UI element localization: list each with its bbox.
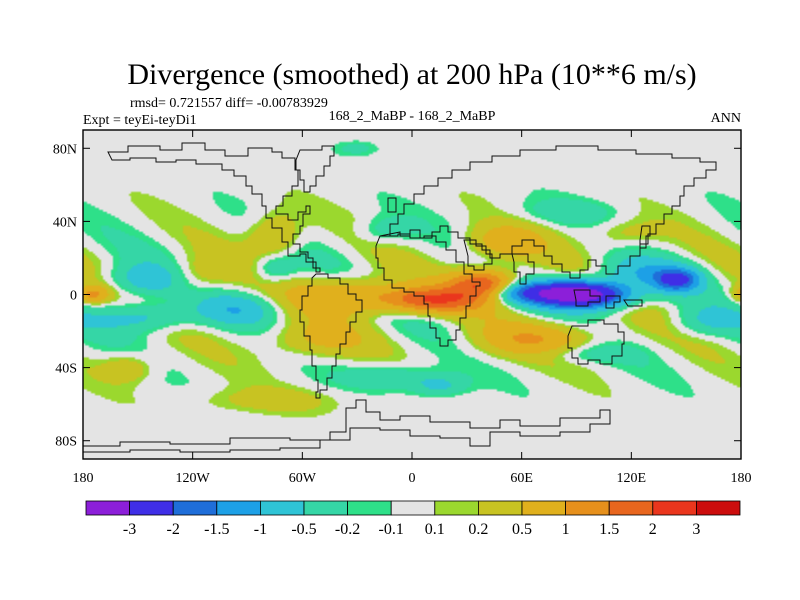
colorbar-label-12: 2: [649, 521, 657, 538]
colorbar-box-10: [521, 500, 566, 516]
coastline-north-america: [107, 142, 321, 273]
season-label: ANN: [711, 111, 741, 126]
colorbar-box-3: [216, 500, 261, 516]
colorbar-label-8: 0.2: [468, 521, 488, 538]
coastline-africa: [375, 233, 481, 347]
colorbar-box-13: [652, 500, 697, 516]
coastline-south-america: [299, 273, 363, 399]
x-tick-label-5: 120E: [617, 471, 647, 486]
chart-title: Divergence (smoothed) at 200 hPa (10**6 …: [127, 58, 696, 91]
x-tick-label-1: 120W: [176, 471, 211, 486]
coastline-overlay: [83, 142, 717, 453]
colorbar-label-13: 3: [692, 521, 700, 538]
coastline-greenland: [295, 145, 335, 193]
colorbar-label-7: 0.1: [425, 521, 445, 538]
y-tick-label-4: 80S: [55, 435, 77, 450]
colorbar-label-1: -2: [167, 521, 180, 538]
y-tick-label-3: 40S: [55, 362, 77, 377]
colorbar-box-11: [565, 500, 610, 516]
coastline-indonesia: [573, 289, 643, 309]
colorbar-box-5: [303, 500, 348, 516]
colorbar-box-4: [259, 500, 305, 516]
colorbar-box-6: [347, 500, 392, 516]
coastline-australia: [567, 319, 625, 365]
colorbar-label-3: -1: [254, 521, 267, 538]
colorbar: -3 -2 -1.5 -1 -0.5 -0.2 -0.1 0.1 0.2 0.5 1 1.5 2 3: [85, 500, 741, 538]
colorbar-label-6: -0.1: [379, 521, 404, 538]
stats-label: rmsd= 0.721557 diff= -0.00783929: [130, 96, 328, 111]
coastline-antarctica: [83, 399, 611, 453]
x-tick-label-4: 60E: [510, 471, 533, 486]
colorbar-label-10: 1: [562, 521, 570, 538]
colorbar-label-9: 0.5: [512, 521, 532, 538]
colorbar-label-5: -0.2: [335, 521, 360, 538]
x-tick-label-2: 60W: [289, 471, 317, 486]
colorbar-box-1: [129, 500, 174, 516]
colorbar-label-4: -0.5: [291, 521, 316, 538]
colorbar-box-7: [390, 500, 436, 516]
colorbar-label-2: -1.5: [204, 521, 229, 538]
colorbar-box-8: [434, 500, 479, 516]
coastline-arabia: [463, 239, 493, 271]
colorbar-box-9: [477, 500, 523, 516]
colorbar-label-11: 1.5: [599, 521, 619, 538]
x-tick-label-6: 180: [731, 471, 752, 486]
y-tick-label-0: 80N: [53, 142, 77, 157]
colorbar-box-0: [85, 500, 130, 516]
y-axis: 80N 40N 0 40S 80S: [53, 142, 741, 450]
y-tick-label-1: 40N: [53, 215, 77, 230]
coastline-uk: [387, 197, 397, 213]
coastline-india: [511, 253, 535, 285]
colorbar-box-14: [696, 500, 741, 516]
colorbar-label-0: -3: [123, 521, 136, 538]
coastline-japan: [639, 225, 651, 249]
colorbar-box-12: [608, 500, 654, 516]
experiment-label: Expt = teyEi-teyDi1: [83, 113, 197, 128]
colorbar-box-2: [172, 500, 218, 516]
y-tick-label-2: 0: [70, 289, 77, 304]
x-tick-label-0: 180: [73, 471, 94, 486]
x-tick-label-3: 0: [409, 471, 416, 486]
map-panel: [82, 129, 742, 460]
divergence-field: [83, 130, 741, 459]
case-label: 168_2_MaBP - 168_2_MaBP: [329, 109, 496, 124]
x-axis: 180 120W 60W 0 60E 120E 180: [73, 130, 752, 486]
